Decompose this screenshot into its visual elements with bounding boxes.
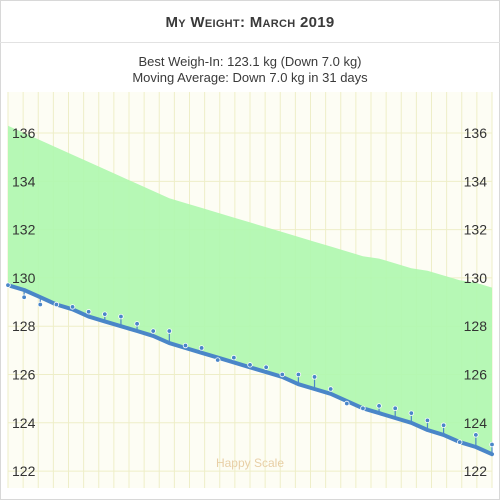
weigh-in-point: [263, 364, 269, 370]
weigh-in-point: [295, 371, 302, 378]
weigh-in-point: [311, 374, 318, 380]
weigh-in-point: [53, 301, 60, 308]
y-tick-label-left: 122: [12, 463, 36, 479]
weigh-in-point: [118, 313, 124, 320]
title-divider: [0, 42, 500, 43]
weigh-in-point: [473, 432, 479, 438]
weigh-in-point: [37, 301, 43, 308]
y-tick-label-left: 132: [12, 222, 36, 238]
y-tick-label-right: 126: [464, 367, 488, 383]
weigh-in-point: [247, 362, 253, 368]
weigh-in-point: [5, 282, 11, 288]
y-tick-label-right: 124: [464, 415, 488, 431]
weigh-in-point: [134, 321, 140, 327]
chart-title: My Weight: March 2019: [165, 14, 335, 31]
weigh-in-point: [457, 439, 463, 445]
weigh-in-point: [85, 309, 92, 315]
y-tick-label-right: 132: [464, 222, 488, 238]
weigh-in-point: [408, 410, 415, 416]
weigh-in-point: [440, 422, 447, 428]
y-tick-label-left: 134: [12, 173, 36, 189]
y-tick-label-left: 136: [12, 125, 36, 141]
watermark-text: Happy Scale: [216, 456, 284, 470]
y-tick-label-right: 130: [464, 270, 488, 286]
weigh-in-point: [327, 386, 334, 392]
weigh-in-point: [344, 400, 350, 407]
weigh-in-point: [231, 354, 237, 361]
y-tick-label-left: 126: [12, 367, 36, 383]
y-tick-label-right: 128: [464, 318, 488, 334]
weigh-in-point: [102, 311, 108, 317]
weigh-in-point: [150, 328, 156, 334]
weigh-in-point: [69, 304, 76, 310]
best-weigh-in-text: Best Weigh-In: 123.1 kg (Down 7.0 kg): [138, 54, 362, 69]
weigh-in-point: [376, 403, 382, 409]
y-tick-label-right: 136: [464, 125, 488, 141]
weigh-in-point: [360, 405, 366, 412]
weigh-in-point: [166, 328, 173, 334]
weigh-in-point: [21, 294, 27, 300]
moving-average-text: Moving Average: Down 7.0 kg in 31 days: [132, 70, 368, 85]
weigh-in-point: [424, 417, 431, 424]
weigh-in-point: [215, 357, 221, 363]
weigh-in-point: [392, 405, 398, 412]
weigh-in-point: [198, 345, 205, 351]
y-tick-label-left: 124: [12, 415, 36, 431]
y-tick-label-right: 134: [464, 173, 488, 189]
weigh-in-point: [489, 441, 495, 448]
goal-band-area: [8, 125, 492, 455]
weigh-in-point: [182, 342, 189, 349]
y-tick-label-right: 122: [464, 463, 488, 479]
y-tick-label-left: 128: [12, 318, 36, 334]
y-tick-label-left: 130: [12, 270, 36, 286]
weigh-in-point: [279, 371, 285, 378]
